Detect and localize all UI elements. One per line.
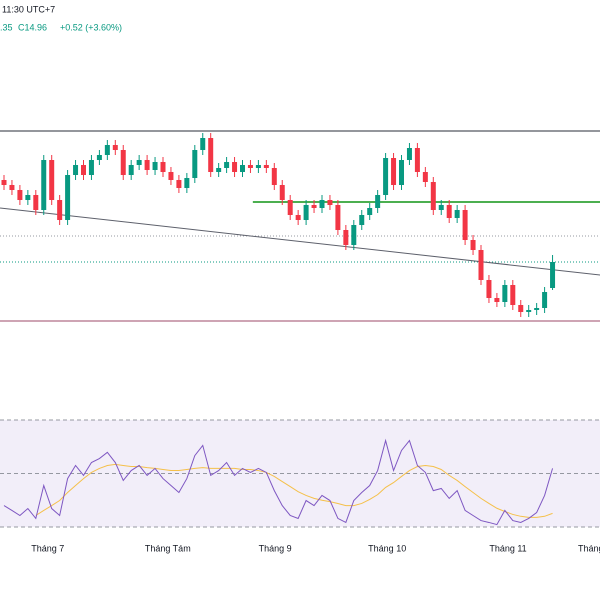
header-close: C14.96 bbox=[18, 22, 47, 32]
candle-body bbox=[49, 160, 55, 200]
candle-body bbox=[335, 205, 341, 230]
candle-body bbox=[406, 148, 412, 160]
candle-body bbox=[271, 168, 277, 185]
candle-body bbox=[232, 162, 238, 172]
candle-body bbox=[176, 180, 182, 188]
candle-body bbox=[216, 168, 222, 172]
candle-body bbox=[550, 262, 556, 288]
candle-body bbox=[462, 210, 468, 240]
candle-body bbox=[33, 195, 39, 210]
candle-body bbox=[438, 205, 444, 210]
candle-body bbox=[144, 160, 150, 170]
trend-line bbox=[0, 207, 600, 276]
candle-body bbox=[391, 158, 397, 185]
candle-body bbox=[104, 145, 110, 155]
candle-body bbox=[502, 285, 508, 302]
candle-body bbox=[128, 165, 134, 175]
x-tick-label: Tháng bbox=[578, 543, 600, 553]
header-low: .35 bbox=[0, 22, 13, 32]
candle-body bbox=[25, 195, 31, 200]
x-tick-label: Tháng Tám bbox=[145, 543, 191, 553]
candle-body bbox=[279, 185, 285, 200]
x-tick-label: Tháng 11 bbox=[489, 543, 526, 553]
candle-body bbox=[351, 225, 357, 245]
candle-body bbox=[240, 165, 245, 172]
candle-body bbox=[73, 165, 79, 175]
candle-body bbox=[399, 160, 404, 185]
candle-body bbox=[88, 160, 94, 175]
candle-body bbox=[208, 138, 214, 172]
candle-body bbox=[526, 310, 532, 312]
candle-body bbox=[486, 280, 492, 298]
candle-body bbox=[192, 150, 198, 178]
candle-body bbox=[518, 305, 524, 312]
candle-body bbox=[41, 160, 47, 210]
x-tick-label: Tháng 7 bbox=[31, 543, 64, 553]
candle-body bbox=[1, 180, 7, 185]
candle-body bbox=[414, 148, 420, 172]
candle-body bbox=[510, 285, 516, 305]
header-change: +0.52 (+3.60%) bbox=[60, 22, 122, 32]
candle-body bbox=[542, 292, 548, 308]
candle-body bbox=[383, 158, 389, 195]
candle-body bbox=[160, 162, 166, 172]
candle-body bbox=[9, 185, 15, 190]
rsi-line bbox=[3, 438, 554, 526]
candle-body bbox=[534, 308, 540, 310]
candle-body bbox=[454, 210, 460, 218]
candle-body bbox=[247, 165, 253, 168]
candle-body bbox=[152, 162, 158, 170]
candle-body bbox=[263, 165, 269, 168]
candle-body bbox=[494, 298, 500, 302]
candle-body bbox=[184, 178, 190, 188]
candle-body bbox=[375, 195, 381, 208]
candle-body bbox=[311, 205, 317, 208]
candle-body bbox=[112, 145, 118, 150]
rsi-ma-line bbox=[35, 463, 553, 518]
candle-body bbox=[319, 200, 325, 208]
candle-body bbox=[255, 165, 261, 168]
x-tick-label: Tháng 9 bbox=[259, 543, 292, 553]
header-time: 11:30 UTC+7 bbox=[2, 4, 55, 14]
candle-body bbox=[57, 200, 63, 220]
candle-body bbox=[17, 190, 23, 200]
candle-body bbox=[136, 160, 142, 165]
candle-body bbox=[81, 165, 86, 175]
candle-body bbox=[96, 155, 102, 160]
candle-body bbox=[478, 250, 484, 280]
candle-body bbox=[359, 215, 365, 225]
candle-body bbox=[224, 162, 230, 168]
candle-body bbox=[446, 205, 452, 218]
candle-body bbox=[327, 200, 333, 205]
x-tick-label: Tháng 10 bbox=[368, 543, 406, 553]
candle-body bbox=[287, 200, 293, 215]
candle-body bbox=[120, 150, 126, 175]
candle-body bbox=[367, 208, 373, 215]
candle-body bbox=[430, 182, 436, 210]
candle-body bbox=[295, 215, 301, 220]
candle-body bbox=[343, 230, 349, 245]
candle-body bbox=[303, 205, 309, 220]
candle-body bbox=[470, 240, 476, 250]
candle-body bbox=[65, 175, 71, 220]
candle-body bbox=[422, 172, 428, 182]
candle-body bbox=[168, 172, 174, 180]
candle-body bbox=[200, 138, 206, 150]
